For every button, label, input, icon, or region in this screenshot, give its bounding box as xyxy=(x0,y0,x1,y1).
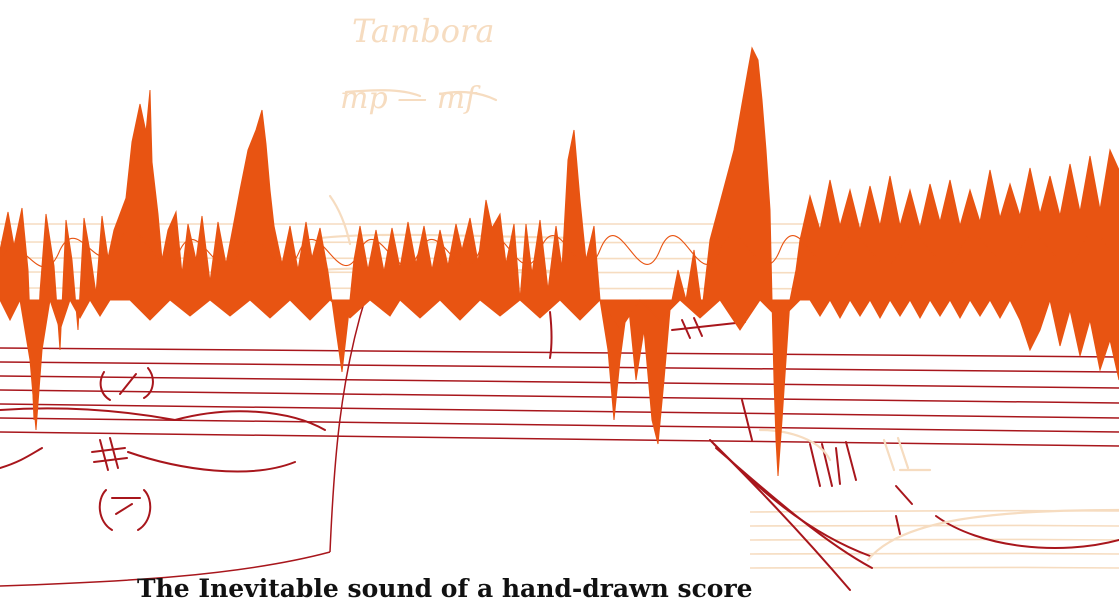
waveform-scribble xyxy=(0,46,1119,477)
dynamic-marking: mp — mf xyxy=(340,81,481,116)
waveform-lower-left xyxy=(0,298,401,431)
waveform-right-section xyxy=(799,148,1119,381)
waveform-left-section xyxy=(0,89,401,421)
waveform-outline-strokes xyxy=(0,229,1119,268)
image-caption: The Inevitable sound of a hand-drawn sco… xyxy=(137,574,753,603)
dark-staff-lines xyxy=(0,295,1119,587)
waveform-lower-middle xyxy=(398,299,802,331)
score-markings xyxy=(0,311,1119,591)
waveform-middle-section xyxy=(399,46,801,477)
instrument-label: Tambora xyxy=(352,12,494,50)
